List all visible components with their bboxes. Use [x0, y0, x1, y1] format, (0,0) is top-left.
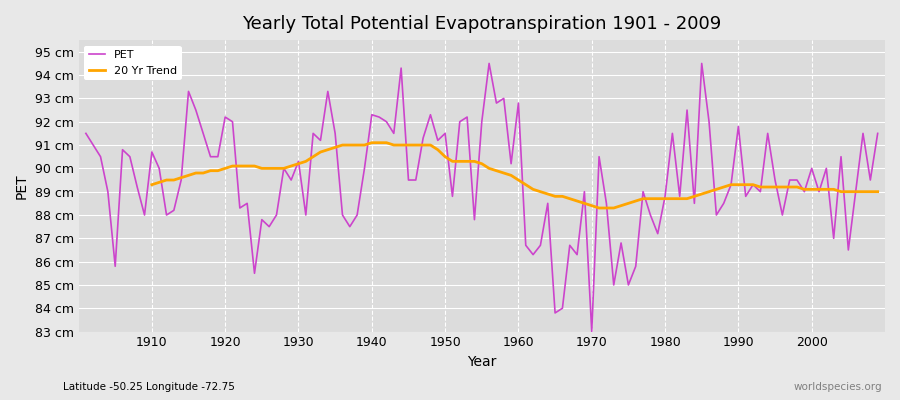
PET [80, 131, 91, 136]
Text: worldspecies.org: worldspecies.org [794, 382, 882, 392]
X-axis label: Year: Year [467, 355, 497, 369]
PET [586, 329, 597, 334]
PET [301, 212, 311, 217]
Line: 20 Yr Trend: 20 Yr Trend [152, 143, 878, 208]
PET [483, 61, 494, 66]
PET [872, 131, 883, 136]
20 Yr Trend [872, 189, 883, 194]
20 Yr Trend [586, 203, 597, 208]
20 Yr Trend [828, 187, 839, 192]
PET [616, 240, 626, 245]
PET [513, 101, 524, 106]
PET [140, 212, 150, 217]
20 Yr Trend [147, 182, 158, 187]
PET [520, 243, 531, 248]
20 Yr Trend [366, 140, 377, 145]
Text: Latitude -50.25 Longitude -72.75: Latitude -50.25 Longitude -72.75 [63, 382, 235, 392]
Line: PET: PET [86, 64, 878, 332]
20 Yr Trend [850, 189, 861, 194]
Y-axis label: PET: PET [15, 173, 29, 199]
20 Yr Trend [527, 187, 538, 192]
Title: Yearly Total Potential Evapotranspiration 1901 - 2009: Yearly Total Potential Evapotranspiratio… [242, 15, 722, 33]
20 Yr Trend [286, 164, 297, 168]
PET [345, 224, 356, 229]
20 Yr Trend [594, 206, 605, 210]
20 Yr Trend [315, 150, 326, 154]
Legend: PET, 20 Yr Trend: PET, 20 Yr Trend [84, 46, 182, 80]
